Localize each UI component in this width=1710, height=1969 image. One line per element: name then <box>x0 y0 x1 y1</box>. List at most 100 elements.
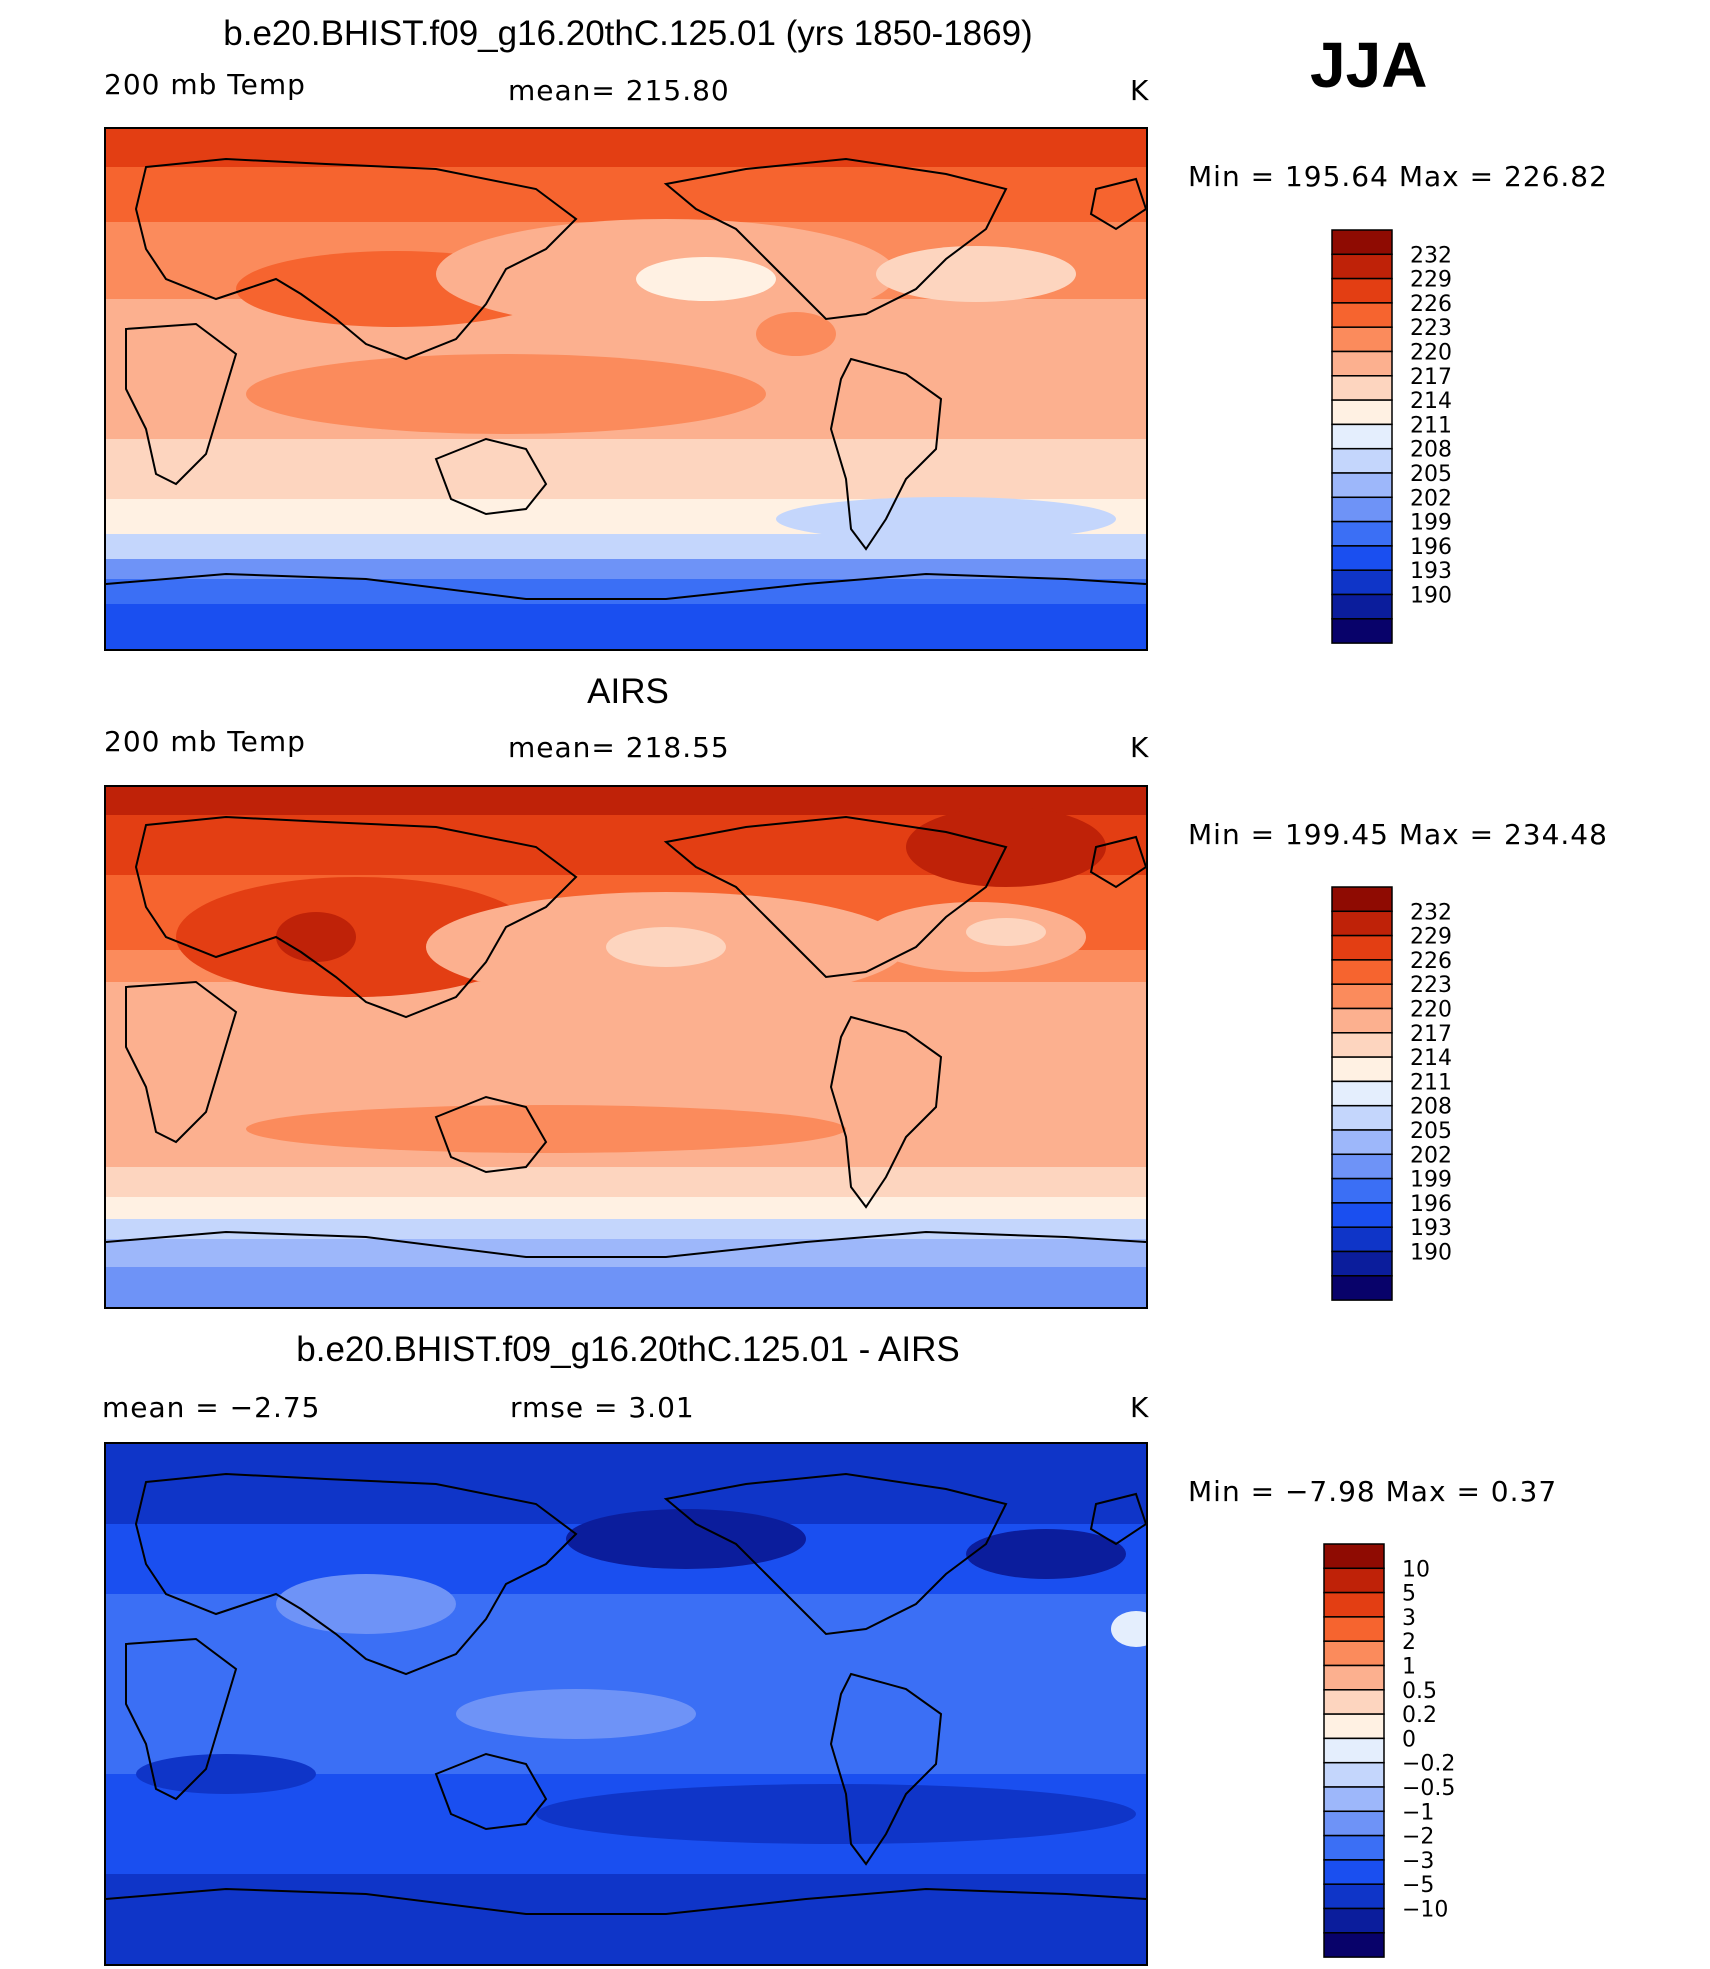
colorbar-tick-label: 226 <box>1410 292 1452 317</box>
colorbar-swatch <box>1323 1883 1385 1910</box>
panel2-anomaly <box>966 918 1046 946</box>
panel3-coast-africa <box>125 1637 238 1801</box>
colorbar-swatch <box>1331 1177 1393 1204</box>
colorbar-tick-label: 217 <box>1410 365 1452 390</box>
colorbar-tick-label: 211 <box>1410 1070 1452 1095</box>
panel1-coastlines <box>106 157 1146 600</box>
colorbar-swatch <box>1331 593 1393 620</box>
colorbar-tick-label: 2 <box>1402 1630 1416 1655</box>
colorbar-tick-label: 5 <box>1402 1582 1416 1607</box>
colorbar-swatch <box>1331 229 1393 256</box>
panel2-band <box>106 982 1146 1112</box>
colorbar-tick-label: 0.2 <box>1402 1703 1437 1728</box>
colorbar-swatch <box>1331 375 1393 401</box>
colorbar-tick-label: 205 <box>1410 1119 1452 1144</box>
panel3-anomaly <box>536 1784 1136 1844</box>
panel3-anomaly <box>966 1529 1126 1579</box>
colorbar-swatch <box>1331 618 1393 644</box>
colorbar-swatch <box>1323 1543 1385 1570</box>
colorbar-tick-label: 199 <box>1410 511 1452 536</box>
colorbar-swatch <box>1323 1761 1385 1788</box>
colorbar-tick-label: 205 <box>1410 462 1452 487</box>
panel2-title: AIRS <box>587 672 669 711</box>
panel1-anomaly <box>876 246 1076 302</box>
colorbar-swatch <box>1331 520 1393 547</box>
panel2-minmax-label: Min = 199.45 Max = 234.48 <box>1188 818 1608 851</box>
colorbar-tick-label: −3 <box>1402 1849 1434 1874</box>
colorbar-tick-label: 0 <box>1402 1727 1416 1752</box>
colorbar-swatch <box>1331 496 1393 523</box>
panel3-minmax-label: Min = −7.98 Max = 0.37 <box>1188 1475 1558 1508</box>
colorbar-swatch <box>1331 399 1393 426</box>
panel2-map <box>104 785 1148 1309</box>
colorbar-swatch <box>1323 1834 1385 1861</box>
colorbar-tick-label: −0.2 <box>1402 1752 1455 1777</box>
colorbar-tick-label: −10 <box>1402 1898 1448 1923</box>
colorbar-swatch <box>1331 277 1393 304</box>
colorbar-swatch <box>1331 910 1393 937</box>
panel1-coast-australia <box>434 437 548 516</box>
panel1-anomaly <box>246 354 766 434</box>
panel3-colorbar: 10 5 3 2 1 0.5 0.2 0 −0.2 −0.5 −1 −2 −3 −5 −10 <box>1322 1542 1502 1958</box>
panel1-band <box>106 559 1146 579</box>
panel3-coast-south-america <box>829 1672 943 1866</box>
panel3-band <box>106 1444 1146 1524</box>
panel2-map-svg <box>106 787 1146 1307</box>
colorbar-swatch <box>1331 1080 1393 1107</box>
panel1-coast-antarctica <box>106 572 1146 600</box>
panel2-mean-label: mean= 218.55 <box>508 731 730 764</box>
panel2-band <box>106 1219 1146 1239</box>
panel2-band <box>106 1197 1146 1219</box>
panel2-coastlines <box>106 815 1146 1258</box>
panel3-rmse-label: rmse = 3.01 <box>510 1391 695 1424</box>
colorbar-swatch <box>1323 1932 1385 1958</box>
colorbar-tick-label: 196 <box>1410 1192 1452 1217</box>
panel3-coast-eurasia <box>134 1472 578 1676</box>
panel2-band <box>106 1167 1146 1197</box>
panel3-coast-antarctica <box>106 1887 1146 1915</box>
colorbar-tick-label: 214 <box>1410 389 1452 414</box>
panel1-map-svg <box>106 129 1146 649</box>
panel1-map <box>104 127 1148 651</box>
panel1-anomaly <box>776 497 1116 541</box>
panel3-units-label: K <box>1130 1391 1150 1424</box>
panel1-minmax-label: Min = 195.64 Max = 226.82 <box>1188 160 1608 193</box>
colorbar-swatch <box>1331 1202 1393 1228</box>
panel1-units-label: K <box>1130 74 1150 107</box>
colorbar-swatch <box>1323 1786 1385 1813</box>
panel2-colorbar: 232 229 226 223 220 217 214 211 208 205 202 199 196 1… <box>1330 885 1490 1301</box>
colorbar-tick-label: 0.5 <box>1402 1679 1437 1704</box>
colorbar-swatch <box>1331 302 1393 328</box>
colorbar-swatch <box>1331 1056 1393 1083</box>
colorbar-swatch <box>1323 1664 1385 1691</box>
colorbar-swatch <box>1323 1810 1385 1837</box>
colorbar-swatch <box>1331 326 1393 353</box>
panel1-anomaly <box>756 312 836 356</box>
colorbar-tick-label: 199 <box>1410 1168 1452 1193</box>
panel1-coast-africa <box>125 322 238 486</box>
panel3-coast-australia <box>434 1752 548 1831</box>
colorbar-tick-label: 223 <box>1410 316 1452 341</box>
colorbar-swatch <box>1331 1104 1393 1131</box>
colorbar-tick-label: 3 <box>1402 1606 1416 1631</box>
panel3-map-svg <box>106 1444 1146 1964</box>
colorbar-swatch <box>1331 1129 1393 1156</box>
season-label: JJA <box>1310 29 1428 101</box>
colorbar-tick-label: 220 <box>1410 341 1452 366</box>
colorbar-tick-label: 217 <box>1410 1022 1452 1047</box>
colorbar-tick-label: 10 <box>1402 1557 1430 1582</box>
panel3-coast-greenland <box>1089 1492 1146 1546</box>
colorbar-tick-label: 229 <box>1410 925 1452 950</box>
panel1-temperature-bands <box>106 129 1146 649</box>
panel2-colorbar-svg: 2322292262232202172142112082052021991961… <box>1331 886 1452 1301</box>
colorbar-tick-label: −5 <box>1402 1873 1434 1898</box>
colorbar-swatch <box>1323 1640 1385 1667</box>
colorbar-tick-label: −0.5 <box>1402 1776 1455 1801</box>
colorbar-tick-label: 220 <box>1410 998 1452 1023</box>
colorbar-swatch <box>1331 1032 1393 1058</box>
colorbar-tick-label: 190 <box>1410 584 1452 609</box>
panel3-band <box>106 1874 1146 1964</box>
panel3-anomaly <box>566 1509 806 1569</box>
colorbar-tick-label: 232 <box>1410 243 1452 268</box>
colorbar-swatch <box>1331 1226 1393 1253</box>
